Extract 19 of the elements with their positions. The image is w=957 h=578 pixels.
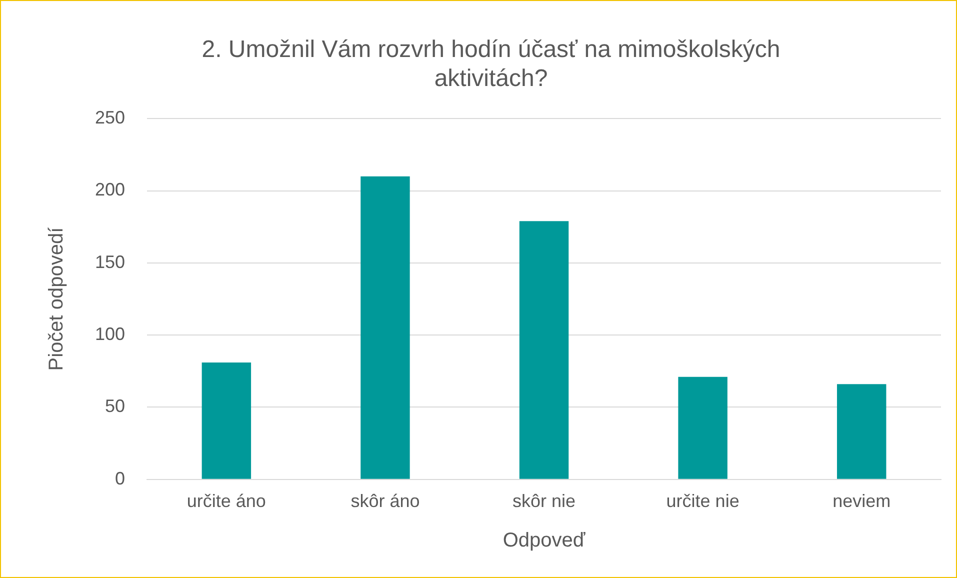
x-tick-label: neviem [832,491,891,512]
chart-title: 2. Umožnil Vám rozvrh hodín účasť na mimoškolských aktivitách? [202,36,780,92]
y-tick-label: 0 [115,468,126,488]
x-tick-label: skôr áno [350,491,420,512]
y-axis-title: Piočet odpovedí [46,226,68,371]
x-axis-title: Odpoveď [502,530,586,552]
y-tick-label: 100 [94,324,126,344]
bar [360,176,410,479]
bar [202,362,252,479]
y-tick-label: 50 [105,396,126,416]
y-tick-label: 250 [94,108,126,128]
bar [678,376,728,479]
y-tick-label: 200 [94,180,126,200]
bar [836,384,886,479]
x-tick-label: skôr nie [512,491,576,512]
x-tick-label: určite áno [186,491,266,512]
bar [519,221,569,479]
y-tick-label: 150 [94,252,126,272]
x-tick-label: určite nie [666,491,740,512]
